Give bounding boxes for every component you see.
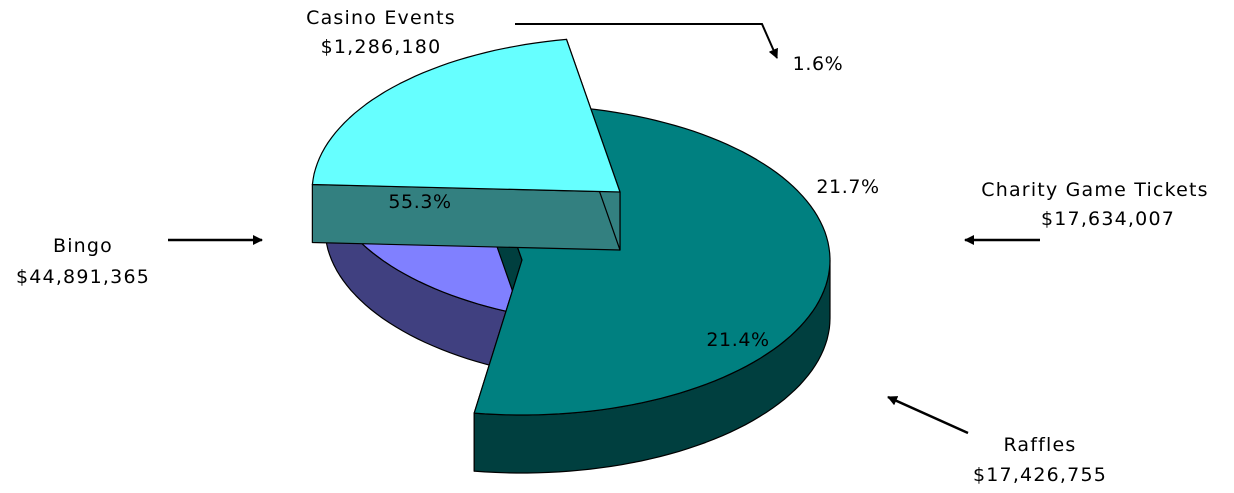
- callout-label-raffles: Raffles: [1003, 434, 1076, 456]
- callout-amount-bingo: $44,891,365: [16, 266, 150, 288]
- slice-percent-casino-events: 1.6%: [793, 53, 844, 75]
- slice-percent-raffles: 21.4%: [706, 329, 769, 351]
- callout-label-charity-game-tickets: Charity Game Tickets: [981, 179, 1209, 201]
- slice-percent-charity-game-tickets: 21.7%: [816, 176, 879, 198]
- callout-amount-raffles: $17,426,755: [973, 464, 1107, 486]
- callout-arrow-raffles: [887, 395, 969, 435]
- slice-top-raffles: [311, 38, 621, 193]
- slice-percent-bingo: 55.3%: [388, 191, 451, 213]
- callout-label-bingo: Bingo: [53, 235, 113, 257]
- slice-wall-0-raffles: [311, 183, 621, 251]
- callout-amount-charity-game-tickets: $17,634,007: [1041, 208, 1175, 230]
- callout-arrow-casino-events: [515, 23, 778, 59]
- callout-amount-casino-events: $1,286,180: [321, 36, 442, 58]
- pie-slices: [311, 38, 831, 474]
- callout-label-casino-events: Casino Events: [306, 7, 456, 29]
